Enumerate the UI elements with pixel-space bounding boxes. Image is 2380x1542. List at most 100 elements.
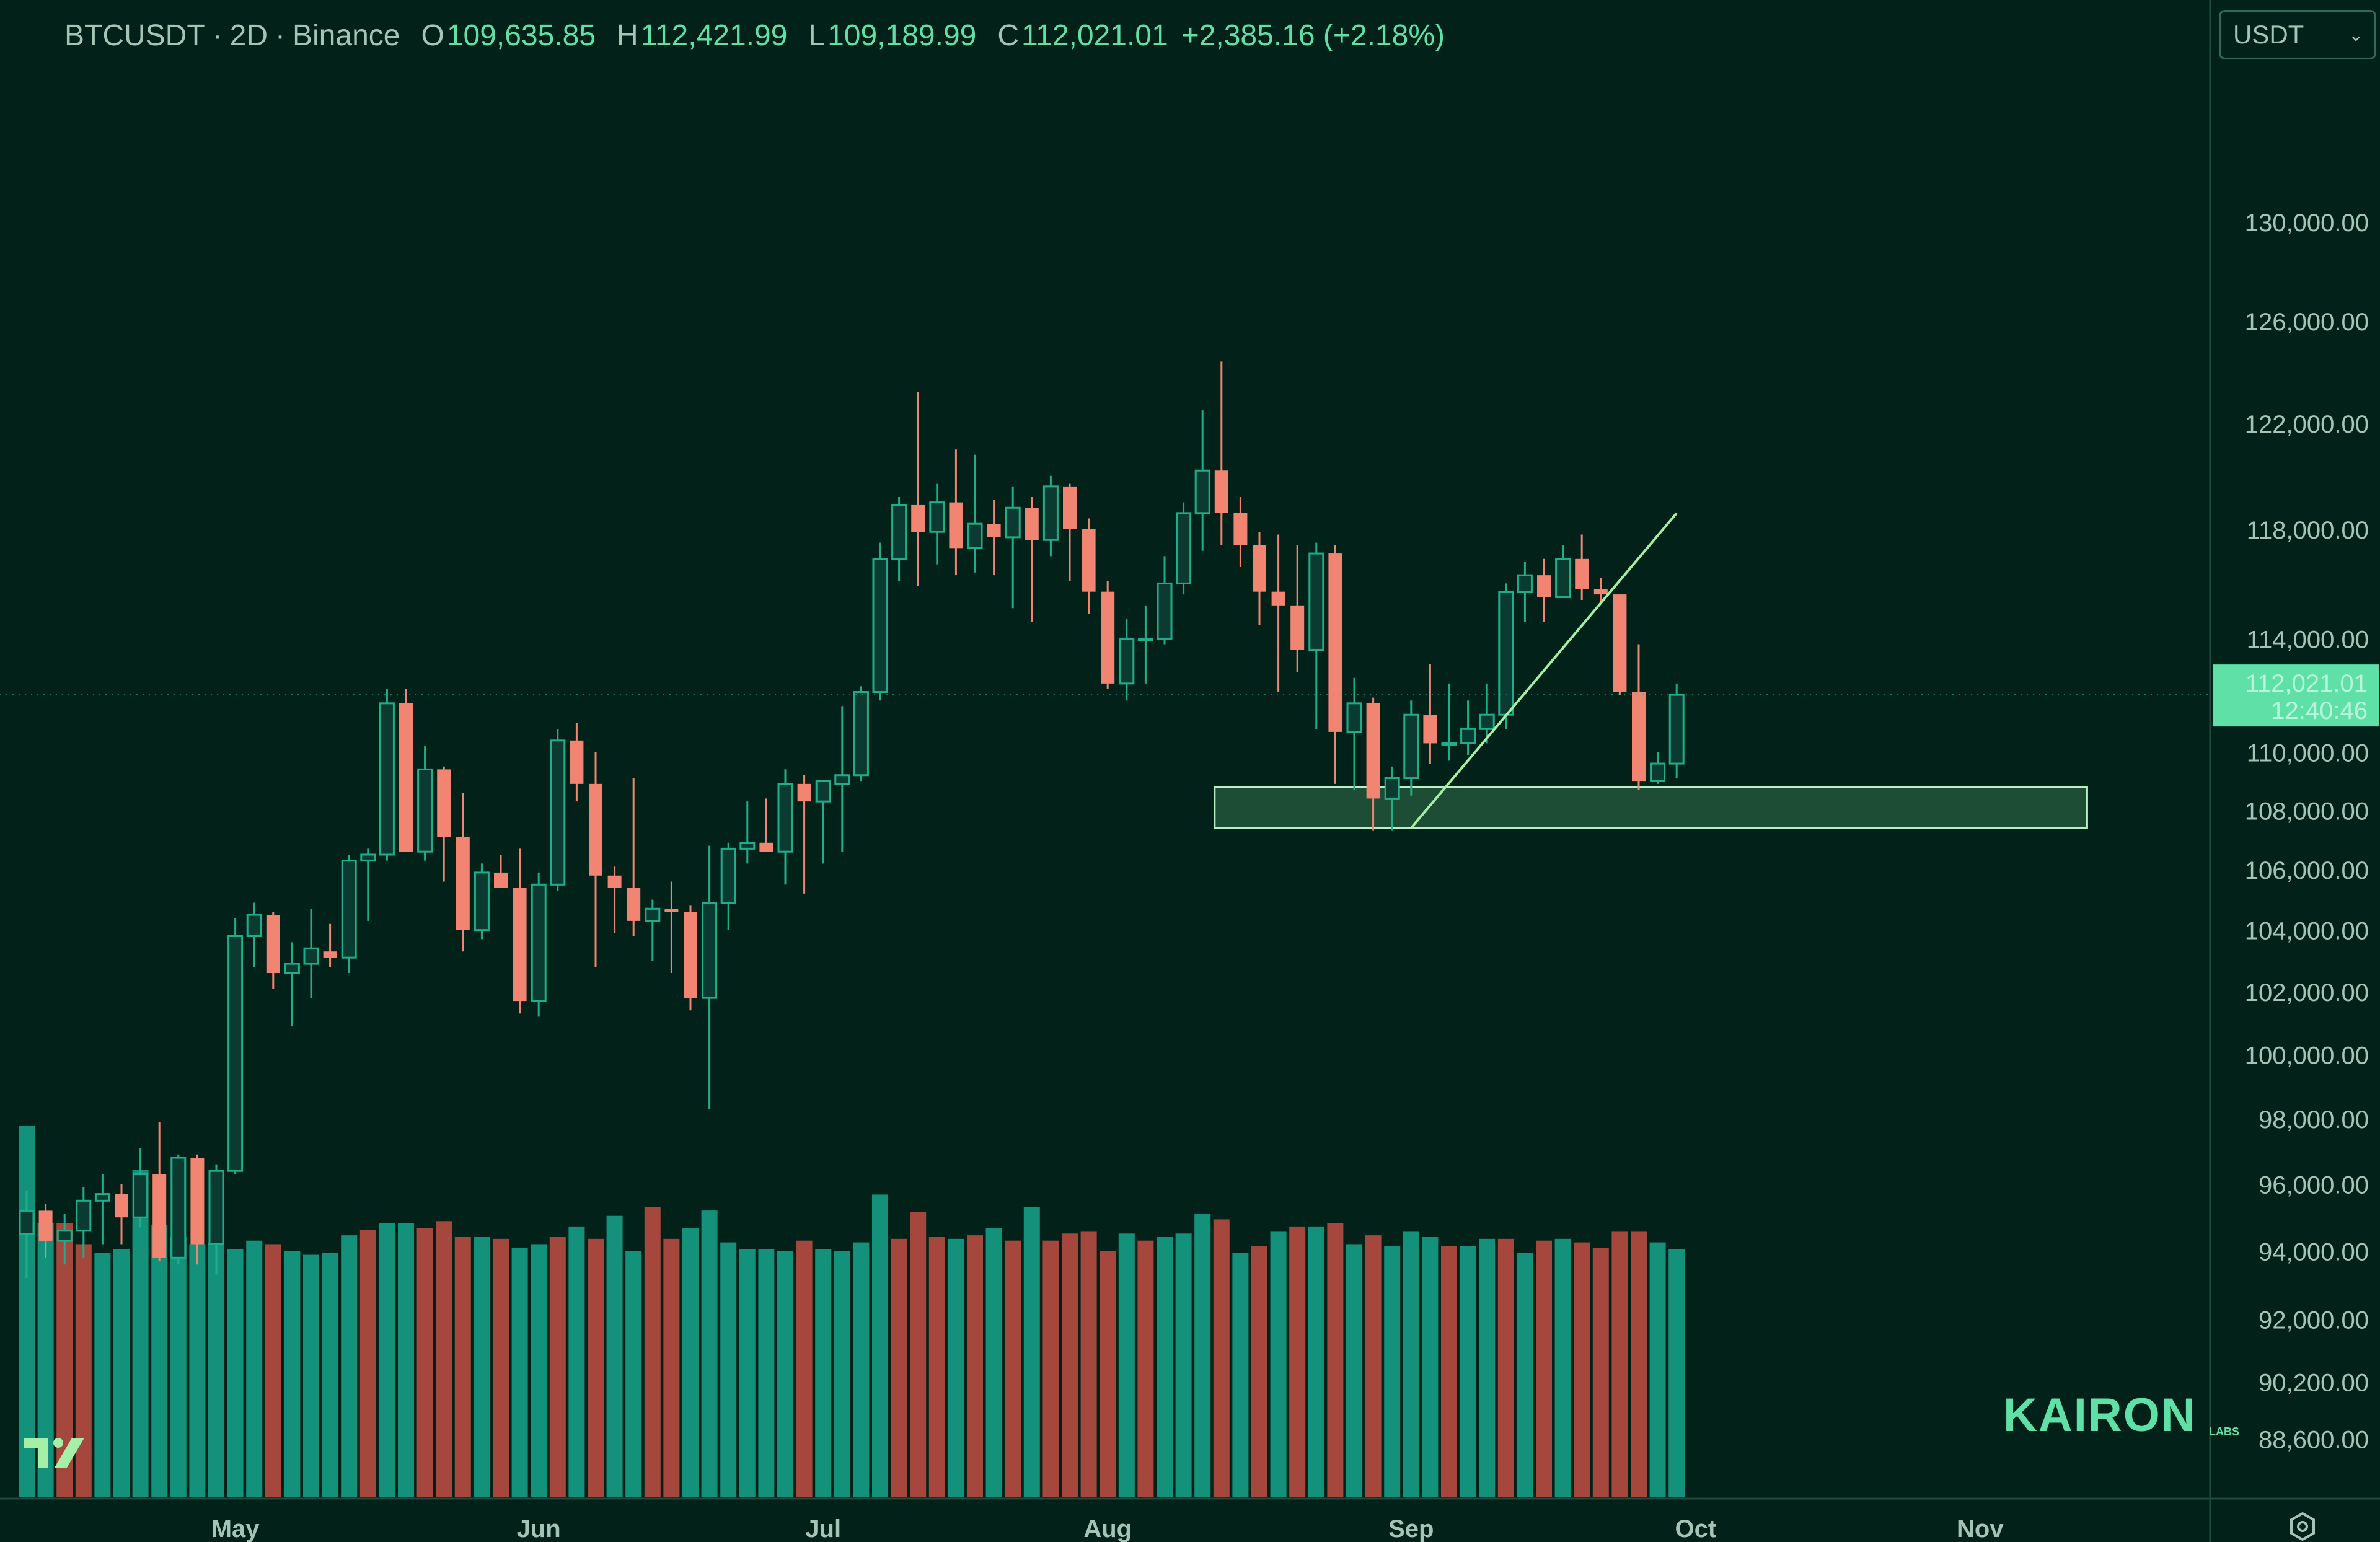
price-tick-label: 114,000.00 bbox=[2247, 626, 2369, 653]
change-value: +2,385.16 (+2.18%) bbox=[1181, 19, 1445, 52]
candle-body bbox=[1042, 485, 1059, 541]
price-tick-label: 92,000.00 bbox=[2259, 1307, 2369, 1334]
countdown-label: 12:40:46 bbox=[2271, 697, 2368, 725]
volume-bar bbox=[454, 1237, 471, 1497]
volume-bar bbox=[1327, 1223, 1344, 1497]
volume-bar bbox=[720, 1242, 737, 1497]
candle-body bbox=[360, 853, 376, 862]
volume-bar bbox=[1422, 1237, 1439, 1497]
volume-bar bbox=[416, 1228, 433, 1497]
candle-body bbox=[1101, 591, 1115, 684]
last-price-label: 112,021.01 bbox=[2246, 670, 2368, 697]
price-tick-label: 102,000.00 bbox=[2245, 979, 2369, 1007]
volume-bar bbox=[815, 1249, 832, 1497]
candle-body bbox=[759, 842, 774, 852]
candle-body bbox=[76, 1199, 92, 1232]
volume-bar bbox=[891, 1238, 907, 1497]
volume-bar bbox=[151, 1225, 168, 1497]
candle-body bbox=[1593, 589, 1608, 595]
support-zone-rect bbox=[1214, 786, 2088, 829]
settings-icon[interactable] bbox=[2287, 1511, 2318, 1542]
candle-body bbox=[1025, 508, 1039, 540]
candle-body bbox=[607, 875, 622, 888]
candle-body bbox=[1668, 694, 1685, 765]
candle-body bbox=[1214, 470, 1228, 513]
candle-body bbox=[1253, 545, 1266, 592]
price-tick-label: 126,000.00 bbox=[2245, 309, 2369, 336]
support-zone bbox=[1214, 786, 2088, 829]
candle-body bbox=[456, 837, 470, 930]
symbol-name[interactable]: BTCUSDT bbox=[64, 19, 205, 52]
volume-bar bbox=[588, 1238, 604, 1497]
volume-bar bbox=[1611, 1231, 1628, 1497]
price-tick-label: 104,000.00 bbox=[2245, 918, 2369, 945]
volume-bar bbox=[170, 1237, 187, 1497]
candle-body bbox=[1290, 605, 1305, 650]
volume-bar bbox=[1175, 1233, 1192, 1497]
price-tick-label: 122,000.00 bbox=[2245, 411, 2369, 438]
candle-body bbox=[303, 947, 319, 965]
volume-bar bbox=[1232, 1253, 1249, 1497]
volume-bar bbox=[1536, 1240, 1552, 1497]
volume-bar bbox=[189, 1244, 206, 1497]
price-tick-label: 130,000.00 bbox=[2245, 209, 2369, 237]
candle-body bbox=[19, 1209, 35, 1235]
volume-bar bbox=[1592, 1248, 1609, 1497]
candles bbox=[19, 361, 1685, 1279]
volume-bar bbox=[1157, 1237, 1173, 1497]
volume-bar bbox=[1346, 1244, 1362, 1497]
candle-body bbox=[967, 522, 983, 549]
time-tick-label: Jun bbox=[517, 1515, 561, 1542]
currency-select[interactable]: USDT ⌄ bbox=[2219, 10, 2376, 59]
volume-bar bbox=[1365, 1235, 1382, 1497]
volume-bar bbox=[1574, 1242, 1590, 1497]
tradingview-logo-icon[interactable] bbox=[22, 1433, 92, 1473]
candle-body bbox=[1403, 713, 1419, 779]
candle-body bbox=[56, 1230, 73, 1242]
volume-bar bbox=[75, 1244, 92, 1497]
low-label: L bbox=[808, 19, 826, 52]
symbol-header: BTCUSDT · 2D · Binance O 109,635.85 H 11… bbox=[64, 14, 1445, 57]
candle-body bbox=[797, 783, 811, 802]
candle-body bbox=[853, 691, 869, 777]
separator: · bbox=[275, 19, 285, 52]
chevron-down-icon: ⌄ bbox=[2348, 25, 2363, 45]
interval[interactable]: 2D bbox=[229, 19, 268, 52]
candle-body bbox=[152, 1174, 167, 1258]
volume-bar bbox=[398, 1223, 414, 1497]
volume-bar bbox=[113, 1249, 130, 1497]
candle-body bbox=[1063, 486, 1077, 529]
price-tick-label: 90,200.00 bbox=[2259, 1370, 2369, 1397]
volume-bar bbox=[227, 1249, 244, 1497]
high-value: 112,421.99 bbox=[640, 19, 788, 52]
volume-bar bbox=[379, 1223, 395, 1497]
volume-bar bbox=[94, 1253, 111, 1497]
candle-body bbox=[1517, 574, 1533, 593]
trendline bbox=[1410, 512, 1678, 829]
candle-body bbox=[684, 912, 697, 998]
volume-bar bbox=[359, 1230, 376, 1497]
candle-body bbox=[627, 888, 641, 921]
candle-body bbox=[834, 774, 850, 785]
candle-body bbox=[1308, 552, 1324, 651]
candle-body bbox=[550, 739, 566, 886]
candle-body bbox=[323, 951, 337, 958]
candle-body bbox=[1460, 728, 1476, 744]
candle-body bbox=[1441, 742, 1457, 746]
price-tick-label: 94,000.00 bbox=[2259, 1238, 2369, 1266]
volume-bar bbox=[1441, 1246, 1457, 1497]
currency-value: USDT bbox=[2233, 20, 2304, 49]
volume-bar bbox=[511, 1248, 528, 1497]
time-axis: May Jun Jul Aug Sep Oct Nov bbox=[211, 1515, 2004, 1542]
price-tick-label: 96,000.00 bbox=[2259, 1172, 2369, 1199]
volume-bar bbox=[436, 1221, 452, 1497]
price-tick-label: 110,000.00 bbox=[2247, 739, 2369, 767]
candle-body bbox=[1479, 713, 1495, 730]
volume-bar bbox=[682, 1228, 699, 1497]
candle-body bbox=[664, 909, 679, 912]
price-tick-label: 88,600.00 bbox=[2259, 1426, 2369, 1453]
volume-bar bbox=[1137, 1240, 1154, 1497]
open-value: 109,635.85 bbox=[446, 19, 596, 52]
volume-bar bbox=[474, 1237, 490, 1497]
